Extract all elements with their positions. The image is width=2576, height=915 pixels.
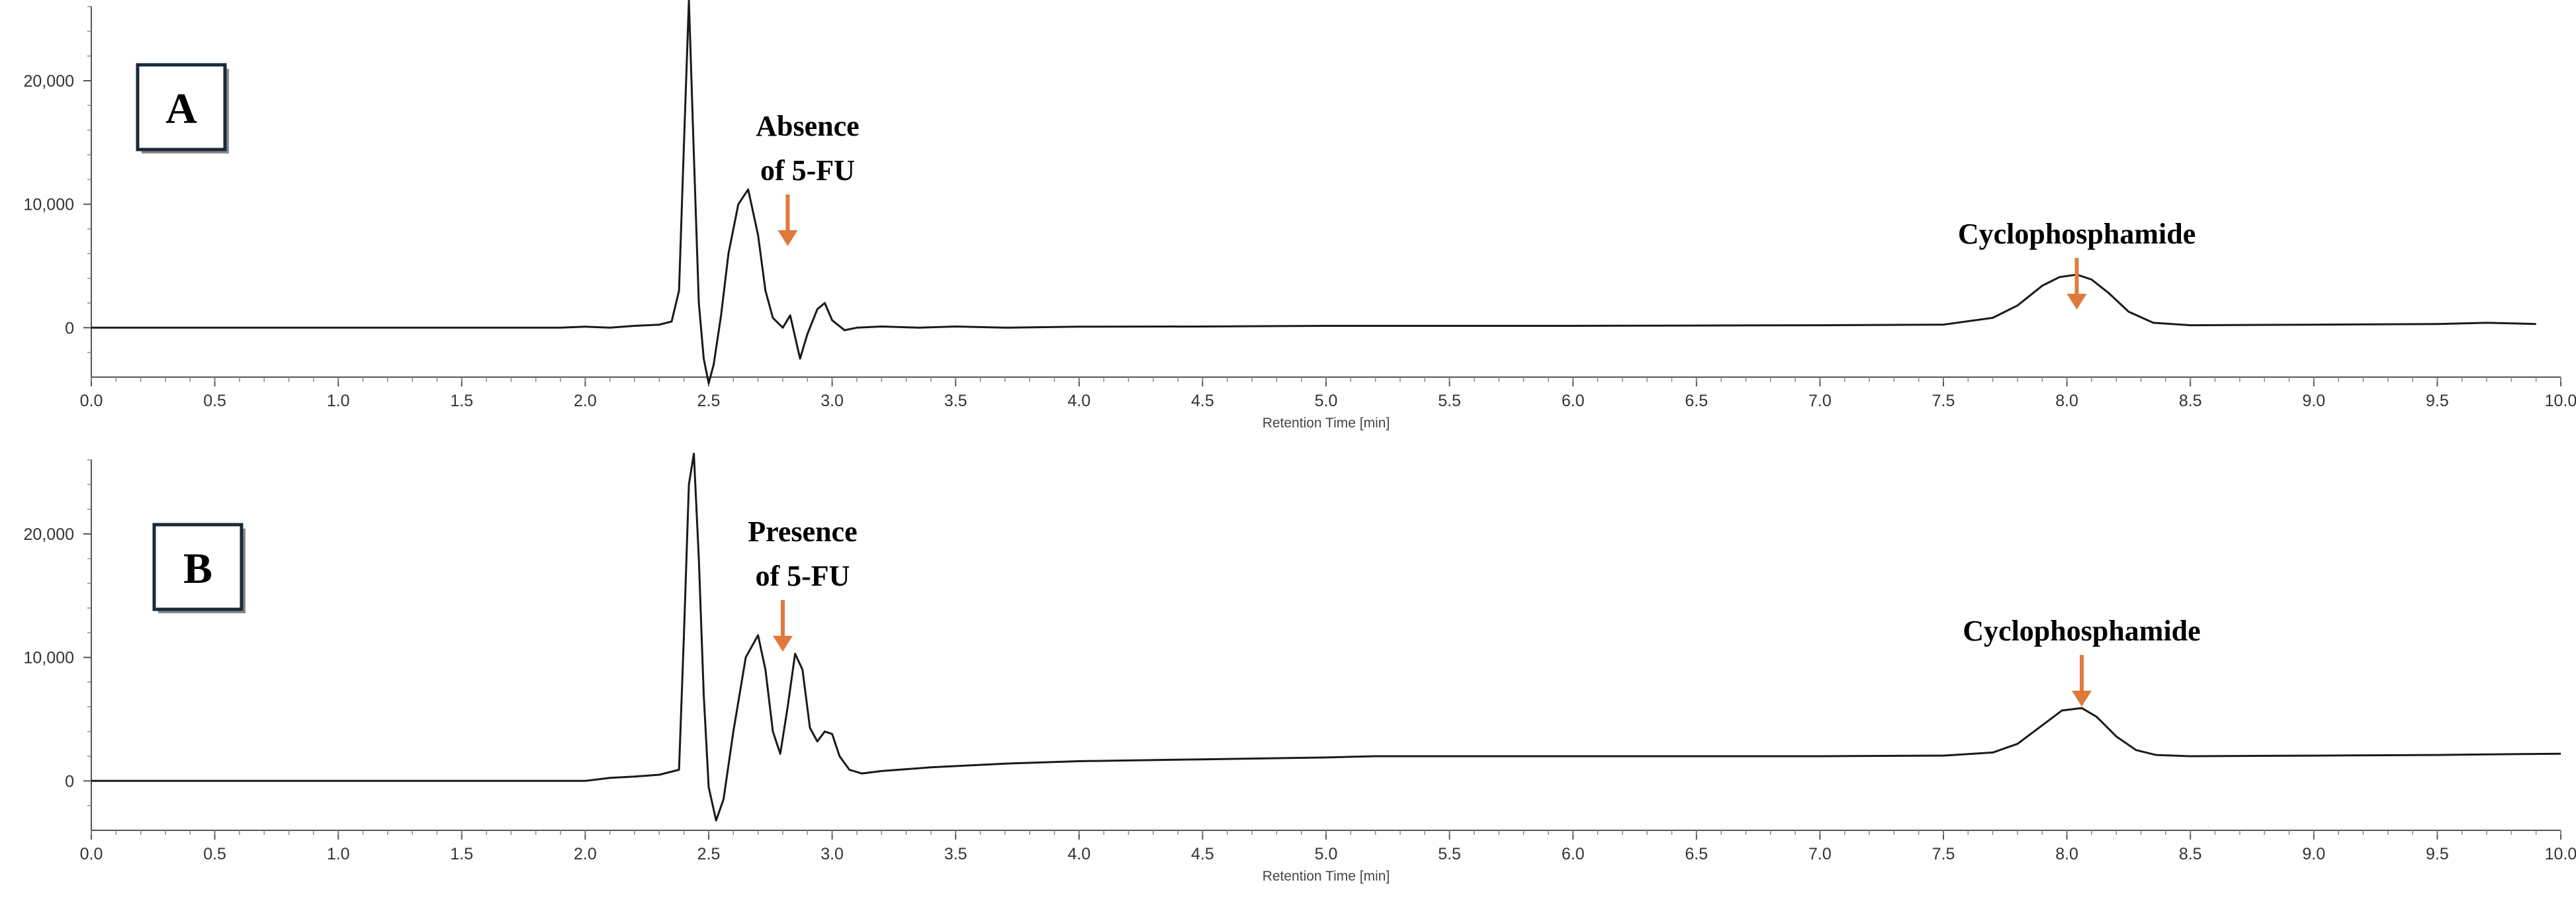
annotation-arrow-head [772,636,793,652]
x-tick-label: 10.0 [2545,845,2576,863]
x-tick-label: 6.5 [1685,845,1708,863]
x-tick-label: 9.5 [2426,392,2449,410]
annotation-arrow-head [777,230,798,246]
x-tick-label: 0.0 [80,845,103,863]
x-tick-label: 5.5 [1438,845,1461,863]
x-tick-label: 5.0 [1315,845,1338,863]
y-tick-label: 20,000 [24,72,74,91]
annotation-arrow-head [2066,294,2087,310]
x-tick-label: 1.0 [327,845,350,863]
chromatogram-trace [91,453,2561,822]
x-tick-label: 9.0 [2302,392,2325,410]
x-tick-label: 8.0 [2055,845,2078,863]
x-tick-label: 3.0 [821,392,844,410]
x-tick-label: 10.0 [2545,392,2576,410]
fu-annotation-label: Absence [756,110,859,142]
y-tick-label: 0 [65,772,74,791]
x-tick-label: 0.5 [203,392,226,410]
x-tick-label: 1.5 [450,392,473,410]
x-tick-label: 4.5 [1191,845,1214,863]
x-tick-label: 9.5 [2426,845,2449,863]
x-tick-label: 4.0 [1067,392,1090,410]
x-tick-label: 6.5 [1685,392,1708,410]
x-tick-label: 0.5 [203,845,226,863]
y-tick-label: 10,000 [24,649,74,668]
y-tick-label: 10,000 [24,196,74,214]
fu-annotation-label: Presence [748,515,857,548]
x-tick-label: 3.5 [944,392,967,410]
x-tick-label: 2.0 [574,392,597,410]
x-tick-label: 9.0 [2302,845,2325,863]
x-tick-label: 3.0 [821,845,844,863]
x-tick-label: 6.0 [1562,845,1585,863]
panel-label: B [183,545,212,593]
y-tick-label: 20,000 [24,525,74,544]
x-tick-label: 3.5 [944,845,967,863]
x-tick-label: 2.5 [697,392,721,410]
cyclophosphamide-label: Cyclophosphamide [1958,218,2196,250]
cyclophosphamide-label: Cyclophosphamide [1963,615,2200,647]
x-tick-label: 8.5 [2179,392,2202,410]
x-tick-label: 7.0 [1808,392,1832,410]
chromatogram-trace [91,0,2536,384]
x-axis-title: Retention Time [min] [1263,869,1390,884]
chart-panel-a: 0.0 0.5 1.0 1.5 2.0 2.5 3.0 3.5 4.0 4.5 5.0 5.5 6.0 6… [24,0,2576,431]
fu-annotation-label: of 5-FU [755,560,850,592]
panel-label-box [152,523,244,611]
x-tick-label: 5.5 [1438,392,1461,410]
x-tick-label: 0.0 [80,392,103,410]
annotation-arrow-head [2071,691,2092,707]
x-tick-label: 8.5 [2179,845,2202,863]
x-tick-label: 1.5 [450,845,473,863]
panel-label-box [136,63,227,152]
x-tick-label: 1.0 [327,392,350,410]
x-axis-title: Retention Time [min] [1263,415,1390,431]
x-tick-label: 8.0 [2055,392,2078,410]
x-tick-label: 5.0 [1315,392,1338,410]
chart-panel-b: 0.0 0.5 1.0 1.5 2.0 2.5 3.0 3.5 4.0 4.5 5.0 5.5 6.0 6… [24,453,2576,884]
x-tick-label: 6.0 [1562,392,1585,410]
x-tick-label: 7.5 [1932,392,1955,410]
x-tick-label: 7.0 [1808,845,1832,863]
x-tick-label: 2.0 [574,845,597,863]
panel-label: A [165,85,197,133]
y-tick-label: 0 [65,319,74,337]
x-tick-label: 7.5 [1932,845,1955,863]
fu-annotation-label: of 5-FU [760,154,855,187]
x-tick-label: 4.5 [1191,392,1214,410]
x-tick-label: 2.5 [697,845,721,863]
x-tick-label: 4.0 [1067,845,1090,863]
